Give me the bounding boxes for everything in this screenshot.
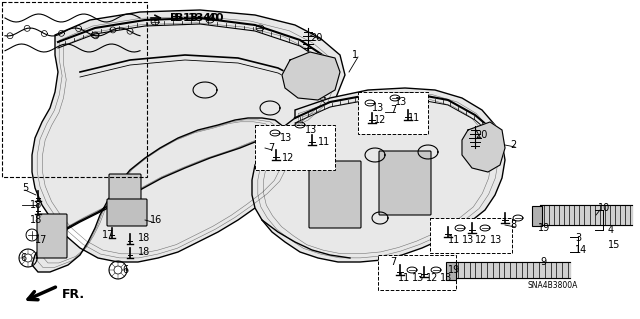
Text: 3: 3: [575, 233, 581, 243]
Text: FR.: FR.: [62, 288, 85, 301]
Text: 14: 14: [575, 245, 588, 255]
Text: SNA4B3800A: SNA4B3800A: [528, 280, 579, 290]
Text: 13: 13: [305, 125, 317, 135]
Text: 13: 13: [412, 273, 424, 283]
Text: 18: 18: [138, 233, 150, 243]
Text: 13: 13: [462, 235, 474, 245]
Polygon shape: [462, 122, 505, 172]
Text: 10: 10: [598, 203, 611, 213]
Text: 11: 11: [398, 273, 410, 283]
Bar: [532, 206, 542, 226]
Text: 11: 11: [318, 137, 330, 147]
Bar: [358, 92, 428, 134]
Text: 1: 1: [352, 50, 358, 60]
Text: 18: 18: [30, 200, 42, 210]
Bar: [446, 262, 456, 280]
Text: 6: 6: [20, 253, 26, 263]
FancyBboxPatch shape: [379, 151, 431, 215]
Text: 7: 7: [390, 105, 396, 115]
Text: 13: 13: [395, 97, 407, 107]
FancyBboxPatch shape: [107, 199, 147, 226]
Bar: [378, 255, 456, 290]
Text: 12: 12: [374, 115, 387, 125]
Text: 6: 6: [122, 265, 128, 275]
Text: 17: 17: [35, 235, 47, 245]
Text: 13: 13: [490, 235, 502, 245]
Text: 18: 18: [30, 215, 42, 225]
Text: 7: 7: [390, 257, 396, 267]
Text: 4: 4: [608, 225, 614, 235]
Bar: [255, 125, 335, 170]
Text: 15: 15: [608, 240, 620, 250]
Text: B-13-40: B-13-40: [170, 13, 218, 23]
Text: 5: 5: [22, 183, 28, 193]
FancyBboxPatch shape: [37, 214, 67, 258]
Text: 16: 16: [150, 215, 163, 225]
Text: 20: 20: [310, 33, 323, 43]
Text: 12: 12: [475, 235, 488, 245]
Text: 7: 7: [268, 143, 275, 153]
Text: 11: 11: [408, 113, 420, 123]
Text: 19: 19: [538, 223, 550, 233]
Polygon shape: [282, 52, 340, 100]
Text: 12: 12: [426, 273, 438, 283]
Text: 13: 13: [372, 103, 384, 113]
Text: 12: 12: [282, 153, 294, 163]
Text: 13: 13: [440, 273, 452, 283]
Polygon shape: [32, 10, 345, 272]
Bar: [2, 2, 147, 177]
FancyBboxPatch shape: [109, 174, 141, 216]
Text: 9: 9: [540, 257, 546, 267]
Text: 2: 2: [510, 140, 516, 150]
Polygon shape: [252, 88, 505, 262]
Text: 13: 13: [280, 133, 292, 143]
Text: 20: 20: [475, 130, 488, 140]
Text: B-13-40: B-13-40: [175, 13, 223, 23]
Bar: [430, 218, 512, 253]
Text: 19: 19: [448, 265, 460, 275]
Text: 11: 11: [448, 235, 460, 245]
Text: 17: 17: [102, 230, 115, 240]
Text: 8: 8: [510, 220, 516, 230]
Text: 18: 18: [138, 247, 150, 257]
FancyBboxPatch shape: [309, 161, 361, 228]
